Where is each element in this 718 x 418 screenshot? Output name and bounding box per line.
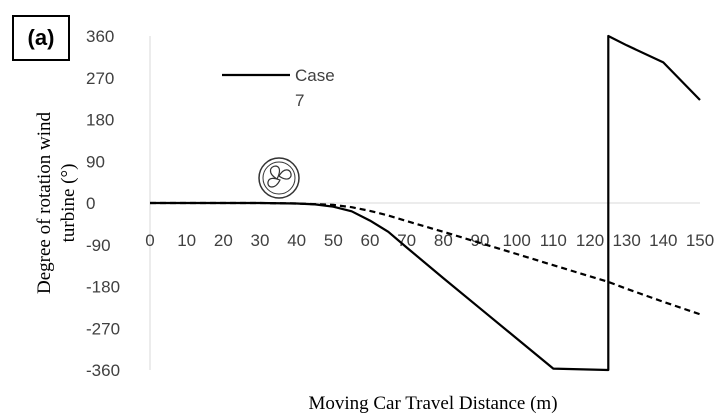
y-tick-label: -270 xyxy=(86,319,120,338)
panel-label: (a) xyxy=(12,15,70,61)
x-tick-label: 130 xyxy=(612,231,640,250)
x-tick-label: 110 xyxy=(540,231,567,250)
x-tick-labels: 0 10 20 30 40 50 60 70 80 90 100 110 120 130 140 150 xyxy=(145,231,714,250)
x-tick-label: 10 xyxy=(177,231,196,250)
x-tick-label: 80 xyxy=(434,231,453,250)
x-tick-label: 0 xyxy=(145,231,154,250)
y-tick-label: -180 xyxy=(86,278,120,297)
x-tick-label: 140 xyxy=(649,231,677,250)
y-tick-label: 360 xyxy=(86,27,114,46)
x-tick-label: 70 xyxy=(397,231,416,250)
y-tick-label: 0 xyxy=(86,194,95,213)
x-tick-label: 150 xyxy=(686,231,714,250)
y-tick-label: -90 xyxy=(86,236,111,255)
x-tick-label: 60 xyxy=(361,231,380,250)
x-tick-label: 30 xyxy=(251,231,270,250)
legend-label-line-1: Case xyxy=(295,66,335,85)
y-axis-title-line-2: turbine (°) xyxy=(58,164,79,243)
y-tick-label: 270 xyxy=(86,69,114,88)
wind-turbine-icon xyxy=(258,157,300,199)
y-tick-label: 180 xyxy=(86,111,114,130)
y-tick-label: -360 xyxy=(86,361,120,380)
x-tick-label: 20 xyxy=(214,231,233,250)
x-tick-label: 120 xyxy=(576,231,604,250)
x-axis-title: Moving Car Travel Distance (m) xyxy=(308,393,557,414)
x-tick-label: 40 xyxy=(287,231,306,250)
axis-titles: Moving Car Travel Distance (m) Degree of… xyxy=(34,111,558,414)
legend-label-line-2: 7 xyxy=(295,91,304,110)
x-tick-label: 100 xyxy=(502,231,530,250)
legend: Case 7 xyxy=(222,66,335,110)
series-lines xyxy=(150,34,701,372)
x-tick-label: 90 xyxy=(471,231,490,250)
y-axis-title-line-1: Degree of rotation wind xyxy=(34,111,55,294)
y-tick-label: 90 xyxy=(86,152,105,171)
series-line-dashed xyxy=(150,201,701,316)
x-tick-label: 50 xyxy=(324,231,343,250)
y-tick-labels: 360 270 180 90 0 -90 -180 -270 -360 xyxy=(86,27,120,380)
